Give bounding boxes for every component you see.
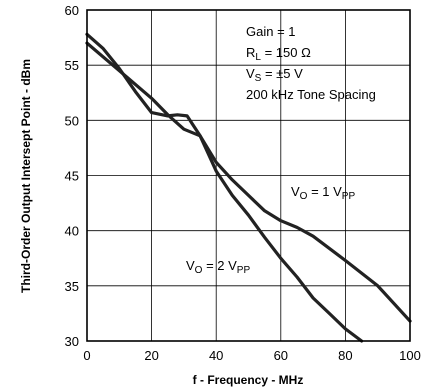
annotation-load: RL = 150 Ω — [246, 45, 311, 63]
series-label-vo2: VO = 2 VPP — [186, 258, 250, 276]
y-tick-label: 55 — [65, 58, 79, 73]
x-tick-label: 80 — [338, 348, 352, 363]
x-tick-label: 0 — [83, 348, 90, 363]
annotation-gain: Gain = 1 — [246, 24, 296, 39]
x-axis-label: f - Frequency - MHz — [193, 373, 304, 387]
series-line-vo2 — [85, 32, 364, 343]
series-label-vo1: VO = 1 VPP — [291, 184, 355, 202]
x-tick-labels: 0 20 40 60 80 100 — [83, 348, 420, 363]
x-tick-label: 20 — [144, 348, 158, 363]
y-axis-label: Third-Order Output Intersept Point - dBm — [19, 59, 33, 293]
y-tick-label: 50 — [65, 113, 79, 128]
y-tick-labels: 30 35 40 45 50 55 60 — [65, 3, 79, 349]
series-line-vo1 — [85, 41, 412, 323]
x-tick-label: 40 — [209, 348, 223, 363]
series-lines — [85, 32, 412, 343]
y-tick-label: 30 — [65, 334, 79, 349]
plot-frame — [86, 9, 411, 342]
y-tick-label: 35 — [65, 279, 79, 294]
x-tick-label: 60 — [274, 348, 288, 363]
y-tick-label: 60 — [65, 3, 79, 18]
annotation-tone-spacing: 200 kHz Tone Spacing — [246, 87, 376, 102]
grid — [87, 10, 410, 341]
annotation-supply: VS = ±5 V — [246, 66, 303, 84]
y-tick-label: 40 — [65, 224, 79, 239]
x-tick-label: 100 — [399, 348, 421, 363]
y-tick-label: 45 — [65, 169, 79, 184]
